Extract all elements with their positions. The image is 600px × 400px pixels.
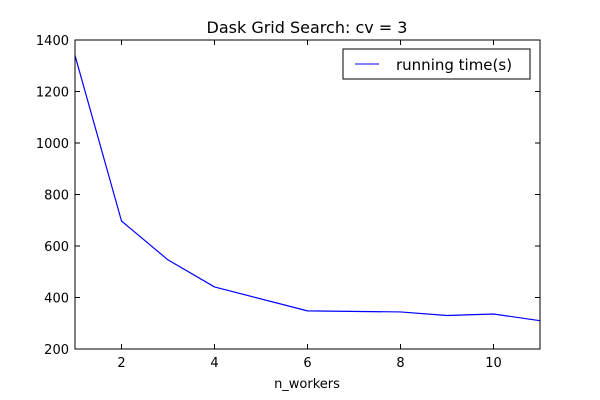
plot-area-frame: [74, 39, 541, 350]
legend-label-running-time: running time(s): [396, 56, 512, 74]
y-tick-label: 1200: [36, 86, 69, 101]
x-tick-label: 8: [396, 356, 404, 371]
x-tick-label: 6: [303, 356, 311, 371]
series-group: [74, 55, 541, 322]
x-axis-label: n_workers: [274, 377, 340, 392]
chart-title: Dask Grid Search: cv = 3: [207, 18, 408, 37]
x-axis-ticks: 2 4 6 8 10: [117, 40, 502, 371]
x-tick-label: 2: [117, 356, 125, 371]
y-tick-label: 400: [44, 292, 69, 307]
y-tick-label: 1400: [36, 34, 69, 49]
x-tick-label: 4: [210, 356, 218, 371]
y-tick-label: 800: [44, 189, 69, 204]
y-tick-label: 200: [44, 343, 69, 358]
y-axis-ticks: 200 400 600 800 1000 1200 1400: [36, 34, 540, 358]
x-tick-label: 10: [485, 356, 502, 371]
series-line-0: [74, 55, 541, 322]
y-tick-label: 1000: [36, 137, 69, 152]
legend: running time(s): [342, 48, 531, 80]
y-tick-label: 600: [44, 240, 69, 255]
